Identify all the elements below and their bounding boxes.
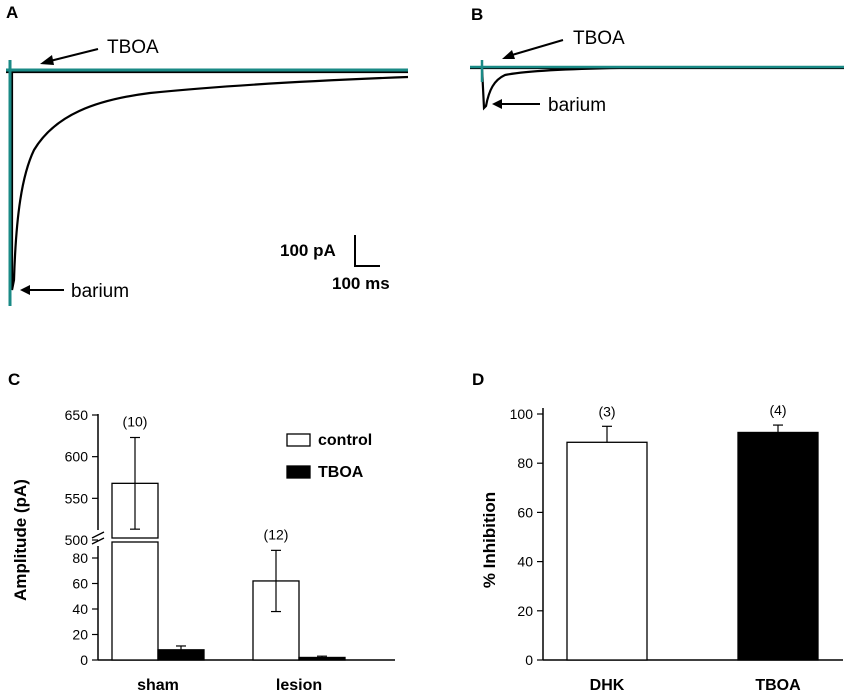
- panel-d-y-tick-label: 100: [510, 406, 534, 422]
- panel-c-letter: C: [8, 370, 20, 389]
- panel-a-scale-bar: [354, 235, 380, 267]
- panel-a-scale-y-label: 100 pA: [280, 241, 336, 260]
- panel-a-barium-trace: [6, 70, 409, 291]
- panel-c-y-tick-label: 80: [72, 550, 88, 566]
- panel-d-y-tick-label: 60: [517, 504, 533, 520]
- panel-a-tboa-arrowhead: [40, 55, 54, 65]
- panel-c-n-label: (10): [123, 414, 148, 430]
- panel-b-tboa-arrowhead: [502, 50, 515, 59]
- panel-c-y-tick-label: 60: [72, 576, 88, 592]
- panel-a-tboa-arrow: [49, 48, 99, 62]
- panel-c-bar-gap: [113, 539, 157, 541]
- panel-c-legend-swatch-TBOA: [286, 465, 311, 479]
- panel-d-y-axis-title: % Inhibition: [480, 492, 499, 588]
- panel-d-y-tick-label: 0: [525, 652, 533, 668]
- panel-c-legend-label-control: control: [318, 432, 372, 449]
- panel-c-y-tick-label: 550: [65, 490, 89, 506]
- panel-c-category-label: sham: [137, 677, 179, 694]
- panel-d-chart: 0 20 40 60 80 100 % Inhibition (3) DHK (4) TBOA: [480, 402, 843, 694]
- panel-d-n-label: (3): [598, 403, 615, 419]
- panel-c-legend-label-TBOA: TBOA: [318, 464, 364, 481]
- panel-a-letter: A: [6, 3, 18, 22]
- panel-b-tboa-arrow: [511, 39, 564, 56]
- panel-b-letter: B: [471, 5, 483, 24]
- panel-a-barium-arrowhead: [20, 285, 30, 295]
- panel-c-bar-control-sham-lower: [111, 541, 159, 661]
- panel-d-y-tick-label: 80: [517, 455, 533, 471]
- panel-c-chart: 0 20 40 60 80 500 550 600 650 Amplitude (pA) (10) s…: [11, 407, 395, 694]
- panel-a-barium-label: barium: [71, 281, 129, 302]
- panel-b-tboa-trace: [470, 60, 844, 82]
- panel-d-bar-TBOA: [737, 431, 819, 661]
- panel-d-y-tick-label: 40: [517, 554, 533, 570]
- panel-c-y-tick-label: 500: [65, 532, 89, 548]
- panel-a-traces: TBOA barium 100 pA 100 ms: [6, 37, 409, 306]
- panel-b-barium-arrowhead: [492, 99, 502, 109]
- panel-b-barium-label: barium: [548, 95, 606, 116]
- panel-a-tboa-trace: [6, 60, 408, 306]
- panel-c-y-tick-label: 20: [72, 627, 88, 643]
- panel-c-y-axis-title: Amplitude (pA): [11, 479, 30, 601]
- panel-d-category-label: DHK: [590, 677, 625, 694]
- panel-b-traces: TBOA barium: [470, 28, 844, 116]
- panel-d-letter: D: [472, 370, 484, 389]
- panel-c-category-label: lesion: [276, 677, 322, 694]
- panel-d-n-label: (4): [769, 402, 786, 418]
- panel-c-n-label: (12): [264, 526, 289, 542]
- panel-d-bar-DHK: [566, 441, 648, 661]
- panel-c-y-tick-label: 600: [65, 449, 89, 465]
- panel-c-legend-swatch-control: [286, 433, 311, 447]
- panel-c-y-tick-label: 650: [65, 407, 89, 423]
- panel-c-y-tick-label: 40: [72, 601, 88, 617]
- panel-b-tboa-label: TBOA: [573, 28, 625, 49]
- panel-d-y-tick-label: 20: [517, 603, 533, 619]
- panel-a-tboa-label: TBOA: [107, 37, 159, 58]
- panel-c-axis-break: [91, 531, 105, 545]
- panel-b-barium-trace: [470, 66, 844, 111]
- panel-a-scale-x-label: 100 ms: [332, 274, 390, 293]
- panel-c-y-tick-label: 0: [80, 652, 88, 668]
- panel-d-category-label: TBOA: [755, 677, 801, 694]
